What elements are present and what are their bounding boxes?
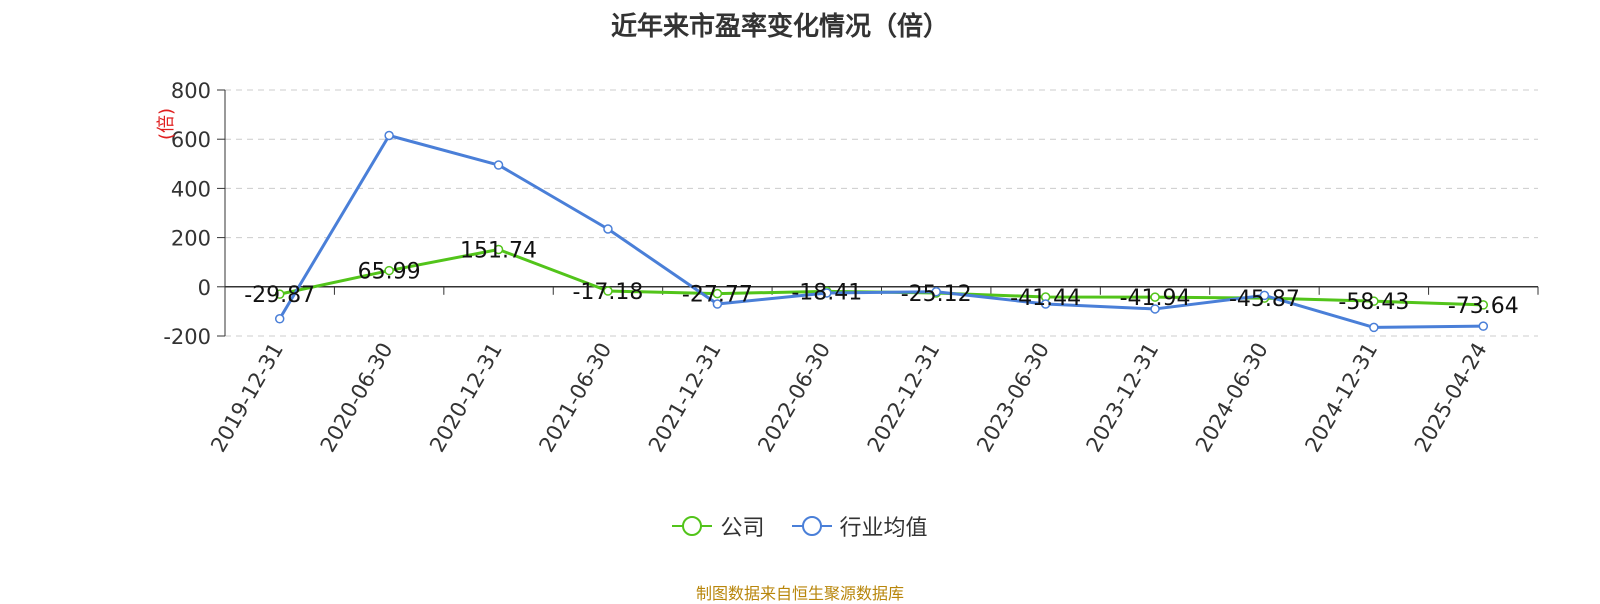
- series-point-1: [712, 299, 723, 309]
- y-tick-label: 800: [171, 79, 211, 103]
- y-tick-label: 0: [198, 276, 211, 300]
- data-label: -29.87: [244, 283, 315, 308]
- series-point-1: [274, 314, 285, 324]
- series-point-1: [603, 224, 613, 234]
- series-point-1: [1369, 322, 1379, 333]
- x-tick-label: 2023-12-31: [1082, 339, 1164, 457]
- series: [274, 130, 1489, 333]
- legend-industry-icon: [791, 516, 832, 536]
- series-point-0: [274, 289, 285, 299]
- x-tick-label: 2025-04-24: [1410, 339, 1492, 457]
- x-tick-label: 2021-12-31: [644, 339, 726, 457]
- data-label: -27.77: [682, 283, 753, 308]
- series-point-0: [384, 265, 394, 276]
- x-tick-label: 2022-12-31: [863, 338, 945, 456]
- x-tick-label: 2021-06-30: [534, 339, 616, 457]
- y-tick-label: 600: [171, 128, 211, 152]
- data-label: -25.12: [901, 282, 972, 307]
- data-label: -45.87: [1229, 287, 1300, 312]
- series-point-1: [931, 286, 941, 297]
- legend-label-company: 公司: [720, 516, 765, 541]
- series-point-0: [603, 286, 613, 296]
- data-label: -18.41: [791, 280, 862, 305]
- series-point-0: [1478, 300, 1489, 310]
- legend-company-icon: [672, 516, 713, 536]
- data-label: 65.99: [358, 260, 421, 285]
- series-point-1: [822, 288, 832, 298]
- legend-item-company[interactable]: 公司: [672, 510, 765, 542]
- data-label: -41.94: [1120, 286, 1191, 311]
- y-tick-label: -200: [163, 325, 211, 349]
- series-point-0: [1369, 296, 1379, 306]
- data-label: 151.74: [460, 238, 537, 263]
- series-point-1: [1040, 299, 1051, 309]
- data-label: -73.64: [1448, 294, 1519, 319]
- legend-label-industry: 行业均值: [839, 516, 928, 541]
- y-tick-label: 200: [171, 227, 211, 251]
- data-label: -17.18: [572, 280, 643, 305]
- series-point-1: [493, 160, 504, 170]
- source-note: 制图数据来自恒生聚源数据库: [695, 584, 904, 603]
- chart-title: 近年来市盈率变化情况（倍）: [610, 12, 949, 42]
- grid-lines: [225, 89, 1538, 337]
- x-tick-label: 2024-12-31: [1300, 339, 1382, 457]
- x-tick-label: 2019-12-31: [206, 339, 288, 457]
- series-point-1: [1478, 321, 1489, 331]
- x-tick-label: 2020-06-30: [316, 339, 398, 457]
- series-point-1: [1259, 290, 1270, 301]
- series-line-1: [278, 134, 1484, 329]
- series-point-1: [1150, 304, 1160, 314]
- x-tick-label: 2020-12-31: [425, 338, 507, 456]
- data-label: -41.44: [1010, 286, 1081, 311]
- legend: 公司 行业均值: [0, 510, 1600, 544]
- series-point-0: [712, 288, 723, 299]
- x-tick-label: 2024-06-30: [1191, 339, 1273, 457]
- y-tick-label: 400: [171, 177, 211, 201]
- y-axis-title: (倍): [156, 108, 177, 140]
- series-point-0: [1150, 292, 1160, 302]
- x-tick-label: 2022-06-30: [753, 339, 835, 457]
- data-labels: -29.87 65.99 151.74 -17.18 -27.77 -18.41 -25.1…: [244, 238, 1519, 318]
- data-label: -58.43: [1338, 290, 1409, 315]
- legend-item-industry[interactable]: 行业均值: [791, 510, 928, 542]
- x-tick-label: 2023-06-30: [972, 339, 1054, 457]
- series-point-0: [493, 244, 504, 255]
- series-point-1: [384, 130, 394, 141]
